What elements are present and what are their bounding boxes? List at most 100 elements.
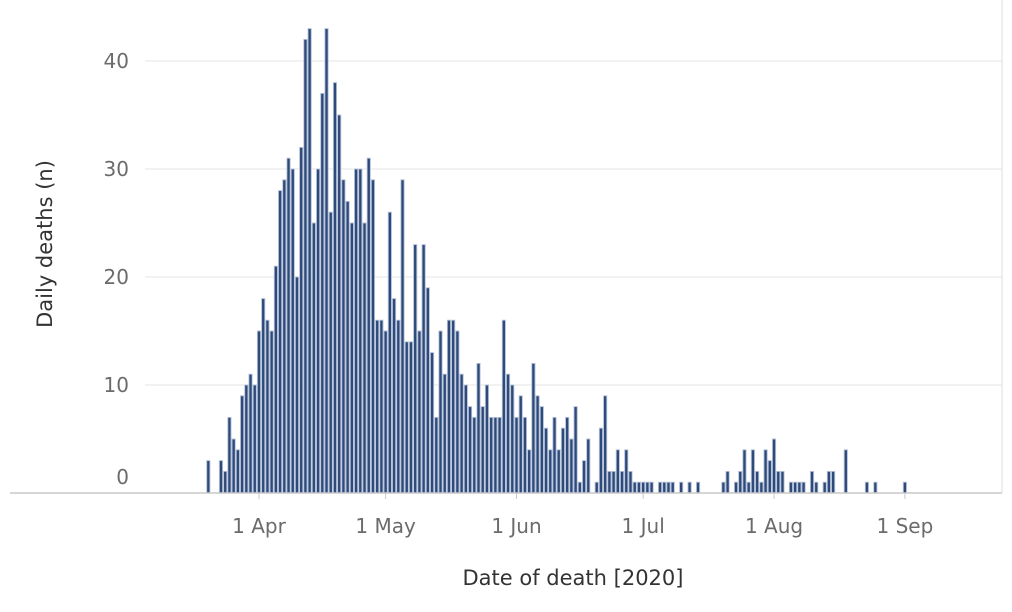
bar (408, 341, 414, 494)
bar (497, 416, 502, 494)
bar (227, 416, 232, 494)
bar (738, 470, 743, 494)
x-tick-label: 1 Jun (491, 514, 541, 538)
bar (535, 395, 540, 494)
bar (560, 427, 566, 494)
bar (763, 449, 768, 494)
bar (337, 114, 342, 494)
bar (218, 460, 224, 494)
x-tick-label: 1 Aug (745, 514, 803, 538)
bar (248, 373, 253, 494)
bar (294, 276, 300, 494)
bar (489, 416, 494, 494)
bar (413, 244, 418, 494)
y-axis-title: Daily deaths (n) (33, 160, 57, 328)
bar (636, 481, 642, 494)
bar (598, 427, 604, 494)
bar (539, 406, 544, 494)
bar (434, 416, 439, 494)
bar (480, 406, 485, 494)
bar (632, 481, 637, 494)
bar (240, 395, 245, 494)
bar (404, 341, 409, 494)
bar (299, 146, 304, 494)
bar (645, 481, 650, 494)
bar (451, 319, 456, 494)
bar (472, 416, 477, 494)
bar (586, 438, 591, 494)
bar (544, 427, 549, 494)
bar (463, 384, 468, 494)
bar (324, 28, 329, 494)
bar (379, 319, 384, 494)
bar (345, 200, 350, 494)
bar (311, 222, 316, 494)
bar (826, 470, 831, 494)
bar (316, 168, 321, 494)
y-axis-tick-labels: 0 10 20 30 40 (104, 49, 129, 489)
bar (459, 373, 464, 494)
bar (679, 481, 684, 494)
bar (649, 481, 654, 494)
bar (902, 481, 907, 494)
bar (256, 330, 262, 494)
bar (793, 481, 798, 494)
bar (273, 265, 278, 494)
bar (265, 319, 270, 494)
bar (442, 373, 447, 494)
bar (400, 179, 405, 494)
bar (822, 481, 827, 494)
x-axis-title: Date of death [2020] (463, 566, 684, 590)
bar (514, 416, 519, 494)
y-tick-label: 10 (104, 373, 129, 397)
bars (206, 28, 907, 494)
y-tick-label: 20 (104, 265, 129, 289)
bar (831, 470, 836, 494)
bar (358, 168, 363, 494)
bar (366, 157, 371, 494)
bar (387, 211, 392, 494)
bar (501, 319, 506, 494)
bar (446, 319, 452, 494)
bar (755, 470, 760, 494)
bar (518, 395, 523, 494)
bar (552, 416, 557, 494)
bar (493, 416, 498, 494)
bar (577, 481, 582, 494)
y-tick-label: 0 (116, 465, 129, 489)
bar (603, 395, 608, 494)
bar (695, 481, 701, 494)
bar (641, 481, 646, 494)
bar (282, 179, 287, 494)
bar (383, 330, 388, 494)
x-tick-label: 1 Sep (877, 514, 934, 538)
bar (873, 481, 878, 494)
bar (223, 470, 228, 494)
bar (548, 449, 553, 494)
bar (657, 481, 663, 494)
bar (332, 82, 338, 494)
bar (484, 384, 490, 494)
bar (594, 481, 599, 494)
x-axis-ticks (258, 493, 906, 499)
bar (430, 352, 435, 494)
bar (733, 481, 739, 494)
bar (476, 362, 481, 494)
bar (421, 244, 426, 494)
bar (611, 470, 616, 494)
bar (341, 179, 346, 494)
bar (235, 449, 240, 494)
bar (392, 298, 397, 494)
bar (750, 449, 755, 494)
bar (687, 481, 692, 494)
bar (776, 470, 781, 494)
bar (788, 481, 793, 494)
bar (370, 179, 376, 494)
bar (303, 38, 308, 494)
bar (809, 470, 815, 494)
bar (742, 449, 747, 494)
bar (328, 211, 333, 494)
bar (780, 470, 785, 494)
bar (565, 416, 570, 494)
